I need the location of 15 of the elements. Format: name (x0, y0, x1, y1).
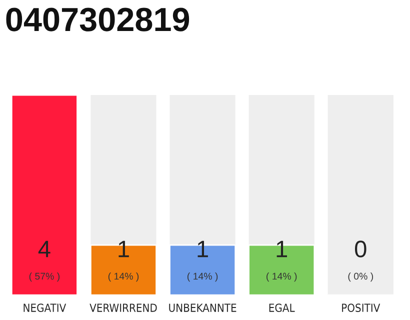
data-label: 1 (198, 240, 208, 258)
annotation: ( 14% ) (108, 272, 139, 282)
x-tick-label: UNBEKANNTE (169, 304, 236, 312)
chart-title: 0407302819 (6, 8, 190, 32)
x-tick-label: POSITIV (342, 304, 380, 312)
annotation: ( 14% ) (187, 272, 218, 282)
x-tick-label: VERWIRREND (90, 304, 157, 312)
x-tick-label: NEGATIV (24, 304, 66, 312)
annotation: ( 0% ) (348, 272, 373, 282)
annotation: ( 57% ) (29, 272, 60, 282)
data-label: 4 (38, 240, 50, 258)
data-label: 0 (354, 240, 366, 258)
x-tick-label: EGAL (269, 304, 295, 312)
annotation: ( 14% ) (266, 272, 297, 282)
data-label: 1 (276, 240, 287, 258)
